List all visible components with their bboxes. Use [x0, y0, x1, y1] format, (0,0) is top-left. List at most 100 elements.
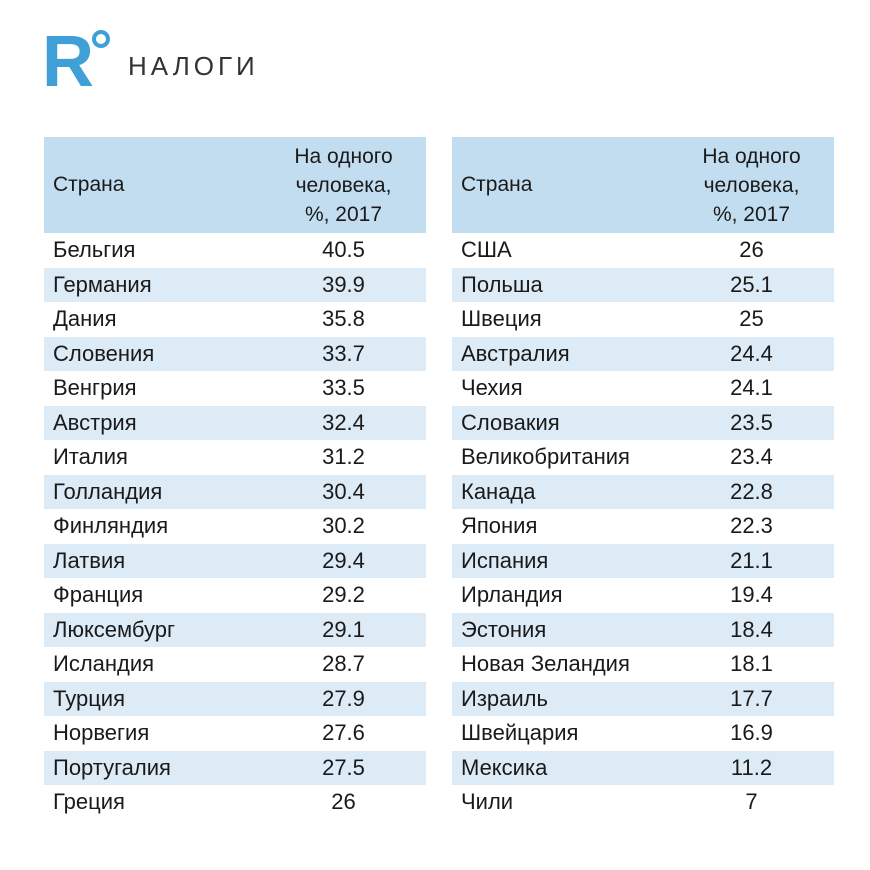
table-row: Чили 7	[452, 785, 834, 820]
cell-country: Финляндия	[53, 513, 169, 539]
table-row: Польша 25.1	[452, 267, 834, 302]
cell-country: Израиль	[461, 685, 548, 711]
cell-value: 22.3	[730, 513, 773, 539]
cell-country: Канада	[461, 478, 536, 504]
cell-value: 7	[745, 789, 758, 815]
cell-country: Греция	[53, 789, 125, 815]
table-row: Греция 26	[44, 785, 426, 820]
cell-country: Новая Зеландия	[461, 651, 630, 677]
cell-value: 11.2	[730, 754, 773, 780]
cell-value: 18.1	[730, 651, 773, 677]
cell-country: Турция	[53, 685, 125, 711]
header-value-line: На одного	[702, 144, 801, 168]
page-title: НАЛОГИ	[128, 51, 259, 81]
cell-country: Голландия	[53, 478, 163, 504]
cell-country: Мексика	[461, 754, 548, 780]
cell-value: 33.5	[322, 375, 365, 401]
cell-value: 39.9	[322, 271, 365, 297]
cell-country: Латвия	[53, 547, 126, 573]
table-header: Страна На одного человека, %, 2017	[452, 137, 834, 233]
cell-value: 25	[739, 306, 764, 332]
cell-value: 16.9	[730, 720, 773, 746]
table-row: Венгрия 33.5	[44, 371, 426, 406]
table-row: Швейцария 16.9	[452, 716, 834, 751]
header-value-line: человека,	[295, 173, 392, 197]
tax-table-left: Страна На одного человека, %, 2017 Бельг…	[44, 137, 426, 820]
cell-value: 26	[331, 789, 356, 815]
table-row: США 26	[452, 233, 834, 268]
cell-value: 23.5	[730, 409, 773, 435]
table-row: Исландия 28.7	[44, 647, 426, 682]
cell-country: Эстония	[461, 616, 547, 642]
cell-country: Япония	[461, 513, 538, 539]
table-row: Словакия 23.5	[452, 405, 834, 440]
cell-country: Австрия	[53, 409, 137, 435]
table-row: Израиль 17.7	[452, 681, 834, 716]
logo-degree-ring-icon	[92, 30, 110, 48]
table-row: Канада 22.8	[452, 474, 834, 509]
header-value-line: %, 2017	[304, 202, 383, 226]
table-body: США 26 Польша 25.1 Швеция 25 Австралия 24.4 Чехи…	[452, 233, 834, 820]
cell-value: 18.4	[730, 616, 773, 642]
table-row: Бельгия 40.5	[44, 233, 426, 268]
cell-value: 33.7	[322, 340, 365, 366]
cell-value: 35.8	[322, 306, 365, 332]
header-value-line: %, 2017	[712, 202, 791, 226]
cell-country: Чили	[461, 789, 514, 815]
table-header: Страна На одного человека, %, 2017	[44, 137, 426, 233]
cell-country: Дания	[53, 306, 117, 332]
cell-country: Ирландия	[461, 582, 563, 608]
table-row: Франция 29.2	[44, 578, 426, 613]
cell-value: 30.2	[322, 513, 365, 539]
table-row: Япония 22.3	[452, 509, 834, 544]
table-row: Дания 35.8	[44, 302, 426, 337]
cell-value: 21.1	[730, 547, 773, 573]
header-country: Страна	[53, 173, 125, 196]
table-row: Словения 33.7	[44, 336, 426, 371]
cell-value: 30.4	[322, 478, 365, 504]
header-value-line: На одного	[294, 144, 393, 168]
table-row: Норвегия 27.6	[44, 716, 426, 751]
cell-value: 27.6	[322, 720, 365, 746]
table-row: Португалия 27.5	[44, 750, 426, 785]
logo-letter: R	[42, 22, 94, 102]
table-row: Мексика 11.2	[452, 750, 834, 785]
table-row: Ирландия 19.4	[452, 578, 834, 613]
cell-value: 40.5	[322, 237, 365, 263]
cell-value: 27.9	[322, 685, 365, 711]
cell-value: 29.2	[322, 582, 365, 608]
table-row: Чехия 24.1	[452, 371, 834, 406]
table-row: Голландия 30.4	[44, 474, 426, 509]
table-row: Германия 39.9	[44, 267, 426, 302]
cell-country: Швеция	[461, 306, 542, 332]
table-row: Латвия 29.4	[44, 543, 426, 578]
cell-value: 27.5	[322, 754, 365, 780]
cell-country: Португалия	[53, 754, 171, 780]
cell-value: 17.7	[730, 685, 773, 711]
cell-value: 22.8	[730, 478, 773, 504]
cell-country: Франция	[53, 582, 144, 608]
table-row: Испания 21.1	[452, 543, 834, 578]
cell-country: Словакия	[461, 409, 560, 435]
header-country: Страна	[461, 173, 533, 196]
cell-country: США	[461, 237, 512, 263]
cell-country: Польша	[461, 271, 543, 297]
cell-country: Италия	[53, 444, 128, 470]
cell-value: 24.1	[730, 375, 773, 401]
cell-country: Норвегия	[53, 720, 150, 746]
table-row: Италия 31.2	[44, 440, 426, 475]
tax-table-right: Страна На одного человека, %, 2017 США 26…	[452, 137, 834, 820]
table-row: Эстония 18.4	[452, 612, 834, 647]
cell-country: Великобритания	[461, 444, 630, 470]
table-row: Финляндия 30.2	[44, 509, 426, 544]
table-row: Турция 27.9	[44, 681, 426, 716]
header-value: На одного человека, %, 2017	[261, 142, 426, 229]
table-body: Бельгия 40.5 Германия 39.9 Дания 35.8 Словения…	[44, 233, 426, 820]
cell-value: 24.4	[730, 340, 773, 366]
cell-country: Люксембург	[53, 616, 176, 642]
header-value-line: человека,	[703, 173, 800, 197]
table-row: Австралия 24.4	[452, 336, 834, 371]
table-row: Люксембург 29.1	[44, 612, 426, 647]
cell-country: Венгрия	[53, 375, 137, 401]
cell-value: 31.2	[322, 444, 365, 470]
